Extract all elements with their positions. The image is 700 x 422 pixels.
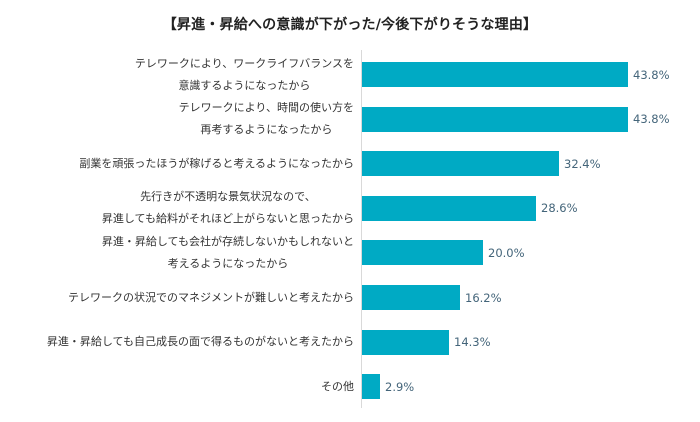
category-label: 先行きが不透明な景気状況なので、昇進しても給料がそれほど上がらないと思ったから <box>102 186 354 230</box>
value-label: 28.6% <box>541 201 578 216</box>
category-label: 昇進・昇給しても自己成長の面で得るものがないと考えたから <box>47 331 354 353</box>
bar <box>362 374 380 400</box>
category-label-line: 意識するようになったから <box>178 78 311 92</box>
category-label-line: 考えるようになったから <box>167 256 289 270</box>
bar-row: 昇進・昇給しても会社が存続しないかもしれないと 考えるようになったから 20.0% <box>0 235 700 270</box>
bar-row: 先行きが不透明な景気状況なので、昇進しても給料がそれほど上がらないと思ったから 2… <box>0 190 700 225</box>
category-label-line: テレワークの状況でのマネジメントが難しいと考えたから <box>68 290 354 304</box>
chart-title: 【昇進・昇給への意識が下がった/今後下がりそうな理由】 <box>162 17 538 33</box>
bar-row: 昇進・昇給しても自己成長の面で得るものがないと考えたから 14.3% <box>0 329 700 355</box>
category-label: テレワークにより、ワークライフバランスを 意識するようになったから <box>135 53 354 97</box>
bar-row: テレワークにより、時間の使い方を 再考するようになったから 43.8% <box>0 101 700 136</box>
value-label: 20.0% <box>488 245 525 260</box>
category-label: 副業を頑張ったほうが稼げると考えるようになったから <box>79 153 354 175</box>
category-label: テレワークの状況でのマネジメントが難しいと考えたから <box>68 287 354 309</box>
category-label-line: 再考するようになったから <box>200 123 333 137</box>
category-label-line: その他 <box>321 379 354 393</box>
bar <box>362 106 628 132</box>
category-label-line: 先行きが不透明な景気状況なので、 <box>140 190 316 204</box>
category-label-line: テレワークにより、時間の使い方を <box>178 101 354 115</box>
category-label: その他 <box>321 376 354 398</box>
bar-row: その他 2.9% <box>0 374 700 400</box>
value-label: 32.4% <box>564 156 601 171</box>
bar-row: テレワークの状況でのマネジメントが難しいと考えたから 16.2% <box>0 285 700 310</box>
category-label: 昇進・昇給しても会社が存続しないかもしれないと 考えるようになったから <box>102 231 354 275</box>
value-label: 2.9% <box>385 379 415 394</box>
value-label: 14.3% <box>454 335 491 350</box>
value-label: 43.8% <box>633 67 670 82</box>
category-label: テレワークにより、時間の使い方を 再考するようになったから <box>179 97 354 141</box>
category-label-line: 副業を頑張ったほうが稼げると考えるようになったから <box>79 156 354 170</box>
bar <box>362 285 460 310</box>
bar <box>362 195 536 221</box>
bar <box>362 151 559 177</box>
category-label-line: テレワークにより、ワークライフバランスを <box>134 56 354 70</box>
value-label: 43.8% <box>633 112 670 127</box>
category-label-line: 昇進・昇給しても会社が存続しないかもしれないと <box>101 234 354 248</box>
category-label-line: 昇進・昇給しても自己成長の面で得るものがないと考えたから <box>46 335 354 349</box>
bar-row: テレワークにより、ワークライフバランスを 意識するようになったから 43.8% <box>0 57 700 92</box>
value-label: 16.2% <box>465 290 502 305</box>
bar <box>362 62 628 87</box>
bar <box>362 240 483 266</box>
bar <box>362 329 449 355</box>
bar-row: 副業を頑張ったほうが稼げると考えるようになったから 32.4% <box>0 151 700 177</box>
category-axis-line <box>361 50 362 408</box>
category-label-line: 昇進しても給料がそれほど上がらないと思ったから <box>101 212 354 226</box>
